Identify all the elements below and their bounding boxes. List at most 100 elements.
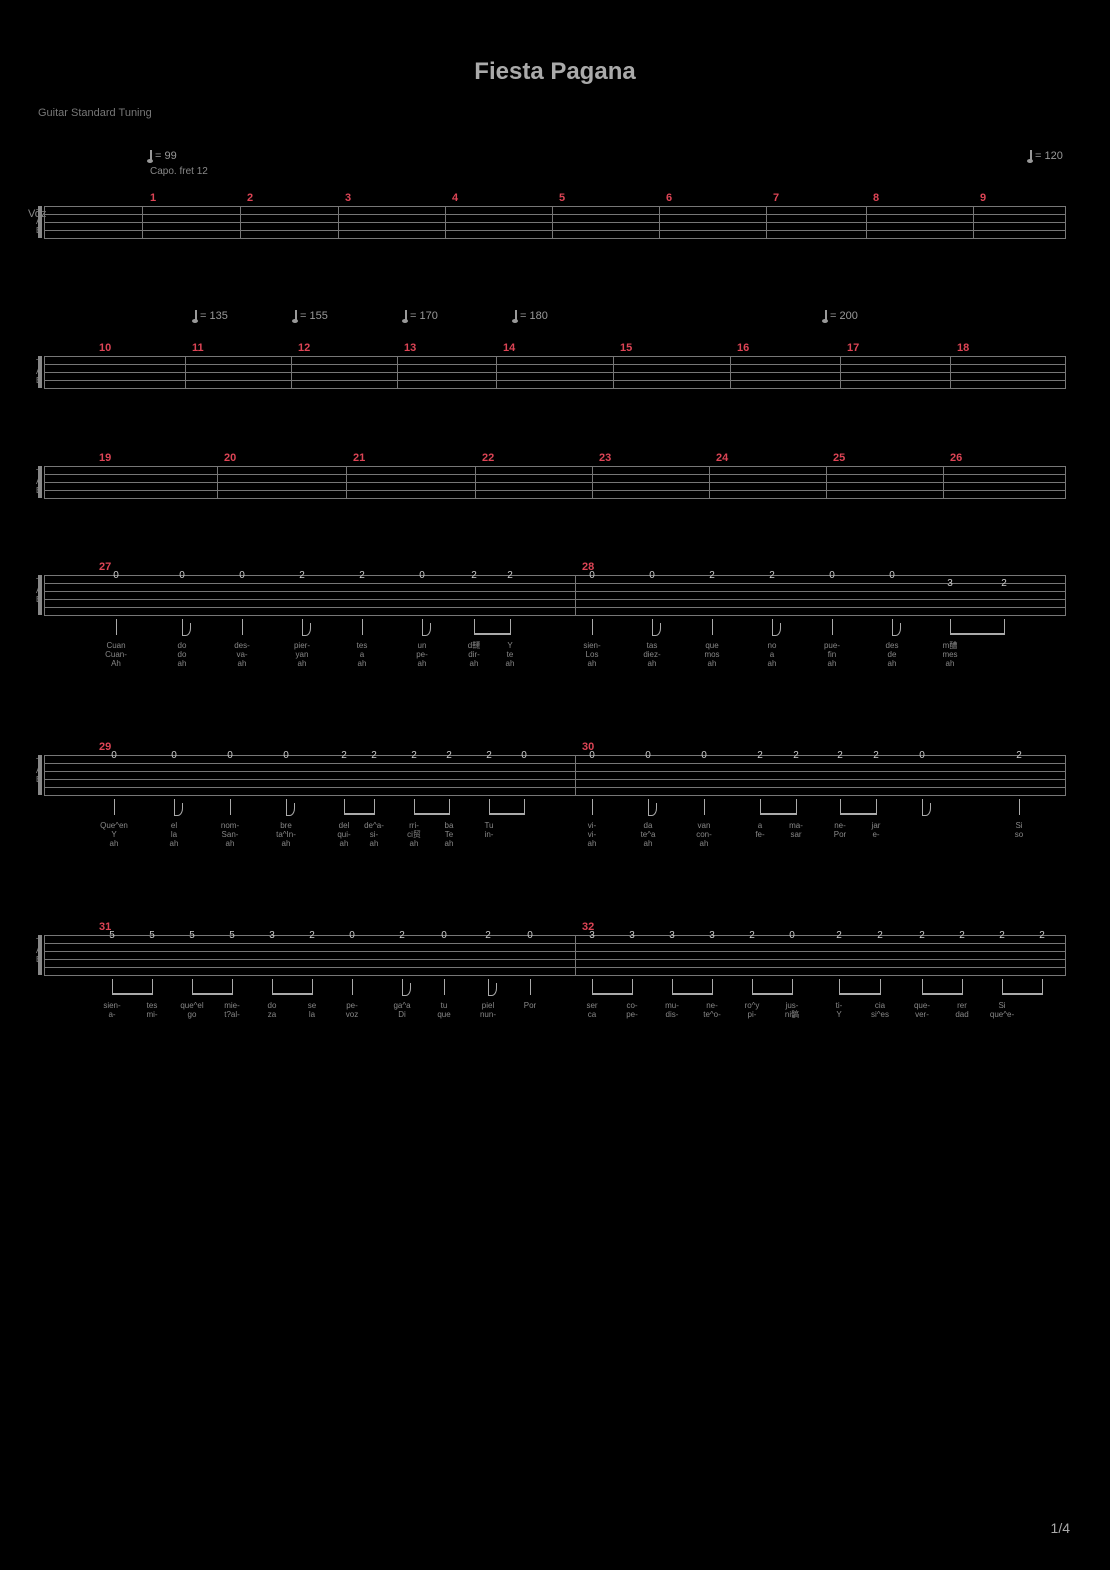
note-flag xyxy=(652,623,661,636)
lyric-syllable: tuque xyxy=(424,1001,464,1019)
note-beam xyxy=(192,993,232,995)
lyric-syllable: pier-yanah xyxy=(282,641,322,668)
staff-bracket xyxy=(38,935,42,975)
fret-number: 2 xyxy=(870,750,882,761)
lyric-syllable: ne-te^o- xyxy=(692,1001,732,1019)
fret-number: 5 xyxy=(106,930,118,941)
measure-number: 20 xyxy=(224,452,236,464)
lyric-syllable: co-pe- xyxy=(612,1001,652,1019)
fret-number: 0 xyxy=(646,570,658,581)
lyric-syllable: ma-sar xyxy=(776,821,816,839)
fret-number: 0 xyxy=(916,750,928,761)
note-stem xyxy=(530,979,531,995)
note-flag xyxy=(182,623,191,636)
lyric-syllable: unpe-ah xyxy=(402,641,442,668)
fret-number: 0 xyxy=(416,570,428,581)
lyric-syllable: doza xyxy=(252,1001,292,1019)
note-beam xyxy=(1002,993,1042,995)
fret-number: 5 xyxy=(146,930,158,941)
measure-number: 23 xyxy=(599,452,611,464)
note-stem xyxy=(880,979,881,995)
fret-number: 2 xyxy=(338,750,350,761)
fret-number: 2 xyxy=(396,930,408,941)
measure-number: 26 xyxy=(950,452,962,464)
tempo-marking: = 120 xyxy=(1030,150,1063,162)
fret-number: 2 xyxy=(706,570,718,581)
fret-number: 0 xyxy=(108,750,120,761)
note-flag xyxy=(402,983,411,996)
lyric-syllable: CuanCuan-Ah xyxy=(96,641,136,668)
staff-bracket xyxy=(38,206,42,238)
page-title: Fiesta Pagana xyxy=(0,0,1110,86)
fret-number: 0 xyxy=(438,930,450,941)
fret-number: 2 xyxy=(834,750,846,761)
lyric-syllable: ro^ypi- xyxy=(732,1001,772,1019)
measure-number: 5 xyxy=(559,192,565,204)
note-stem xyxy=(232,979,233,995)
fret-number: 2 xyxy=(483,750,495,761)
lyric-syllable: que-ver- xyxy=(902,1001,942,1019)
fret-number: 0 xyxy=(168,750,180,761)
measure-number: 8 xyxy=(873,192,879,204)
lyric-syllable: vi-vi-ah xyxy=(572,821,612,848)
fret-number: 2 xyxy=(956,930,968,941)
lyric-syllable: rerdad xyxy=(942,1001,982,1019)
note-beam xyxy=(112,993,152,995)
fret-number: 3 xyxy=(666,930,678,941)
note-stem xyxy=(116,619,117,635)
measure-number: 11 xyxy=(192,342,204,354)
note-stem xyxy=(352,979,353,995)
fret-number: 2 xyxy=(998,578,1010,589)
note-stem xyxy=(592,799,593,815)
fret-number: 2 xyxy=(1036,930,1048,941)
lyric-syllable: Que^enYah xyxy=(94,821,134,848)
lyric-syllable: serca xyxy=(572,1001,612,1019)
note-stem xyxy=(449,799,450,815)
lyric-syllable: de^a-si-ah xyxy=(354,821,394,848)
fret-number: 2 xyxy=(356,570,368,581)
note-beam xyxy=(672,993,712,995)
lyric-syllable: pielnun- xyxy=(468,1001,508,1019)
measure-number: 10 xyxy=(99,342,111,354)
measure-number: 22 xyxy=(482,452,494,464)
note-flag xyxy=(892,623,901,636)
note-stem xyxy=(152,979,153,995)
fret-number: 0 xyxy=(176,570,188,581)
tab-staff: 27280002202200220032 xyxy=(44,575,1066,615)
lyric-syllable: sela xyxy=(292,1001,332,1019)
lyric-syllable: ga^aDi xyxy=(382,1001,422,1019)
tab-staff: 1920212223242526 xyxy=(44,466,1066,498)
lyric-syllable: Siso xyxy=(999,821,1039,839)
lyric-syllable: tesaah xyxy=(342,641,382,668)
tempo-marking: = 200 xyxy=(825,310,858,322)
lyric-syllable: Sique^e- xyxy=(982,1001,1022,1019)
fret-number: 3 xyxy=(944,578,956,589)
note-beam xyxy=(840,813,876,815)
staff-bracket xyxy=(38,575,42,615)
note-stem xyxy=(1042,979,1043,995)
note-flag xyxy=(772,623,781,636)
lyric-syllable: des-va-ah xyxy=(222,641,262,668)
note-flag xyxy=(922,803,931,816)
note-beam xyxy=(760,813,796,815)
lyric-syllable: ne-Por xyxy=(820,821,860,839)
staff-bracket xyxy=(38,466,42,498)
lyric-syllable: Por xyxy=(510,1001,550,1010)
lyric-syllable: mu-dis- xyxy=(652,1001,692,1019)
lyric-syllable: mie-t?al- xyxy=(212,1001,252,1019)
fret-number: 2 xyxy=(443,750,455,761)
fret-number: 0 xyxy=(236,570,248,581)
lyric-syllable: m醩mesah xyxy=(930,641,970,668)
lyric-syllable: nom-San-ah xyxy=(210,821,250,848)
lyric-syllable: sien-Losah xyxy=(572,641,612,668)
lyric-syllable: jare- xyxy=(856,821,896,839)
note-flag xyxy=(422,623,431,636)
note-stem xyxy=(114,799,115,815)
measure-number: 7 xyxy=(773,192,779,204)
tempo-marking: = 135 xyxy=(195,310,228,322)
lyric-syllable: tasdiez-ah xyxy=(632,641,672,668)
note-stem xyxy=(510,619,511,635)
measure-number: 4 xyxy=(452,192,458,204)
fret-number: 2 xyxy=(996,930,1008,941)
note-stem xyxy=(362,619,363,635)
